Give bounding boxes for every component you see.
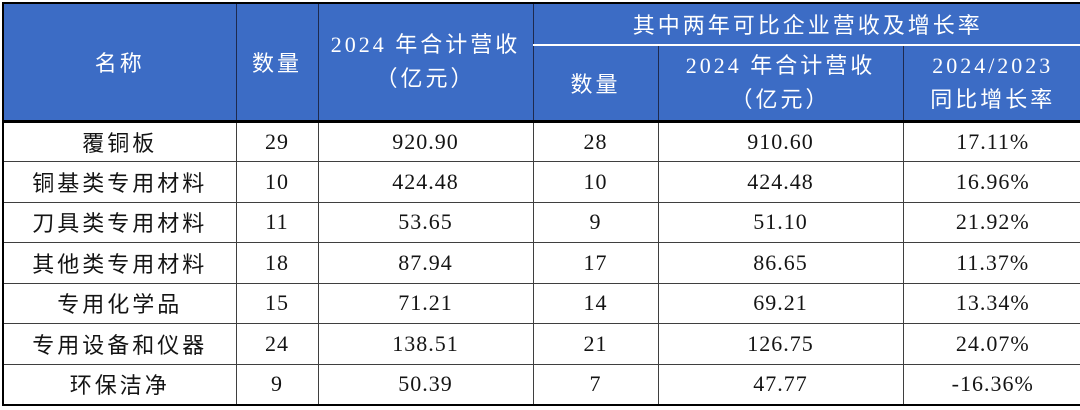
cell-comp-revenue: 126.75 — [657, 323, 904, 365]
subheader-revenue-line1: 2024 年合计营收 — [685, 52, 876, 78]
cell-revenue: 50.39 — [317, 363, 534, 405]
cell-growth: 13.34% — [902, 282, 1080, 324]
cell-revenue: 71.21 — [317, 282, 534, 324]
header-revenue-line2: （亿元） — [375, 65, 476, 91]
cell-name: 专用设备和仪器 — [2, 323, 237, 365]
subheader-growth-line2: 同比增长率 — [930, 86, 1056, 112]
cell-comp-revenue: 424.48 — [657, 161, 904, 203]
header-revenue: 2024 年合计营收 （亿元） — [317, 2, 534, 123]
cell-name: 专用化学品 — [2, 282, 237, 324]
header-revenue-line1: 2024 年合计营收 — [330, 31, 521, 57]
cell-count: 24 — [235, 323, 319, 365]
header-count: 数量 — [235, 2, 319, 123]
cell-comp-revenue: 86.65 — [657, 242, 904, 284]
subheader-count: 数量 — [532, 44, 659, 123]
header-name: 名称 — [2, 2, 237, 123]
cell-count: 9 — [235, 363, 319, 405]
table-row: 覆铜板 29 920.90 28 910.60 17.11% — [2, 120, 1080, 162]
subheader-revenue: 2024 年合计营收 （亿元） — [657, 44, 904, 123]
cell-comp-revenue: 51.10 — [657, 201, 904, 243]
cell-comp-count: 17 — [532, 242, 659, 284]
cell-growth: 21.92% — [902, 201, 1080, 243]
cell-revenue: 424.48 — [317, 161, 534, 203]
header-row-top: 名称 数量 2024 年合计营收 （亿元） 其中两年可比企业营收及增长率 — [2, 2, 1080, 123]
cell-comp-revenue: 47.77 — [657, 363, 904, 405]
cell-revenue: 920.90 — [317, 120, 534, 162]
cell-count: 15 — [235, 282, 319, 324]
table-row: 其他类专用材料 18 87.94 17 86.65 11.37% — [2, 242, 1080, 284]
table-row: 专用设备和仪器 24 138.51 21 126.75 24.07% — [2, 323, 1080, 365]
cell-comp-revenue: 910.60 — [657, 120, 904, 162]
cell-name: 覆铜板 — [2, 120, 237, 162]
cell-growth: 11.37% — [902, 242, 1080, 284]
cell-revenue: 138.51 — [317, 323, 534, 365]
cell-count: 10 — [235, 161, 319, 203]
cell-comp-count: 14 — [532, 282, 659, 324]
table-row: 环保洁净 9 50.39 7 47.77 -16.36% — [2, 363, 1080, 405]
cell-name: 铜基类专用材料 — [2, 161, 237, 203]
cell-growth: 16.96% — [902, 161, 1080, 203]
subheader-revenue-line2: （亿元） — [730, 86, 831, 112]
cell-comp-count: 7 — [532, 363, 659, 405]
cell-revenue: 87.94 — [317, 242, 534, 284]
cell-growth: 24.07% — [902, 323, 1080, 365]
header-row-sub: 数量 2024 年合计营收 （亿元） 2024/2023 同比增长率 — [3, 44, 1080, 123]
cell-comp-count: 21 — [532, 323, 659, 365]
cell-growth: 17.11% — [902, 120, 1080, 162]
cell-growth: -16.36% — [902, 363, 1080, 405]
cell-count: 29 — [235, 120, 319, 162]
cell-count: 11 — [235, 201, 319, 243]
cell-revenue: 53.65 — [317, 201, 534, 243]
table-row: 铜基类专用材料 10 424.48 10 424.48 16.96% — [2, 161, 1080, 203]
cell-comp-revenue: 69.21 — [657, 282, 904, 324]
cell-comp-count: 28 — [532, 120, 659, 162]
header-group-title: 其中两年可比企业营收及增长率 — [532, 2, 1080, 46]
cell-comp-count: 9 — [532, 201, 659, 243]
cell-comp-count: 10 — [532, 161, 659, 203]
subheader-growth: 2024/2023 同比增长率 — [902, 44, 1080, 123]
cell-name: 刀具类专用材料 — [2, 201, 237, 243]
table-row: 专用化学品 15 71.21 14 69.21 13.34% — [2, 282, 1080, 324]
subheader-growth-line1: 2024/2023 — [932, 52, 1054, 78]
cell-name: 其他类专用材料 — [2, 242, 237, 284]
cell-name: 环保洁净 — [2, 363, 237, 405]
table-row: 刀具类专用材料 11 53.65 9 51.10 21.92% — [2, 201, 1080, 243]
cell-count: 18 — [235, 242, 319, 284]
